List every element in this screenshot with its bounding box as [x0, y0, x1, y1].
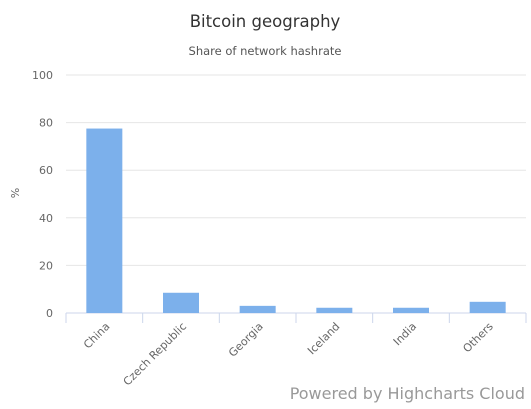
- y-tick-label: 100: [32, 69, 53, 82]
- x-tick-label: Czech Republic: [121, 320, 189, 388]
- bar-india[interactable]: [393, 307, 429, 313]
- bar-series: [86, 128, 506, 313]
- grid-lines: [66, 74, 526, 314]
- x-tick-label: India: [391, 320, 419, 348]
- credits-link[interactable]: Powered by Highcharts Cloud: [289, 384, 525, 403]
- x-axis: China Czech Republic Georgia Iceland India Ot…: [65, 313, 527, 388]
- x-tick-label: Others: [460, 320, 496, 356]
- bar-iceland[interactable]: [316, 307, 353, 313]
- bar-others[interactable]: [469, 301, 506, 313]
- y-axis-label: %: [9, 188, 22, 198]
- x-tick-label: Iceland: [305, 320, 342, 357]
- y-tick-label: 80: [39, 117, 53, 130]
- bar-china[interactable]: [86, 128, 123, 313]
- y-axis-ticks: 0 20 40 60 80 100: [32, 69, 53, 320]
- x-tick-label: China: [81, 320, 112, 351]
- chart-subtitle: Share of network hashrate: [189, 44, 342, 58]
- bar-georgia[interactable]: [239, 305, 276, 313]
- x-tick-label: Georgia: [226, 320, 266, 360]
- chart-title: Bitcoin geography: [190, 12, 341, 31]
- y-tick-label: 40: [39, 212, 53, 225]
- bar-czech-republic[interactable]: [163, 292, 199, 313]
- y-tick-label: 60: [39, 164, 53, 177]
- y-tick-label: 20: [39, 259, 53, 272]
- y-tick-label: 0: [46, 307, 53, 320]
